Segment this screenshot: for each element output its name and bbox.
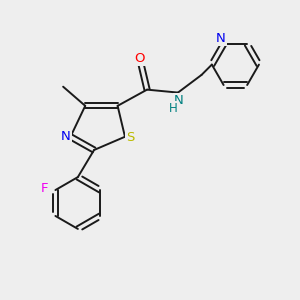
Text: S: S bbox=[126, 131, 134, 144]
Text: H: H bbox=[169, 102, 178, 115]
Text: N: N bbox=[61, 130, 71, 143]
Text: O: O bbox=[134, 52, 145, 65]
Text: F: F bbox=[40, 182, 48, 195]
Text: N: N bbox=[216, 32, 226, 45]
Text: N: N bbox=[174, 94, 184, 107]
